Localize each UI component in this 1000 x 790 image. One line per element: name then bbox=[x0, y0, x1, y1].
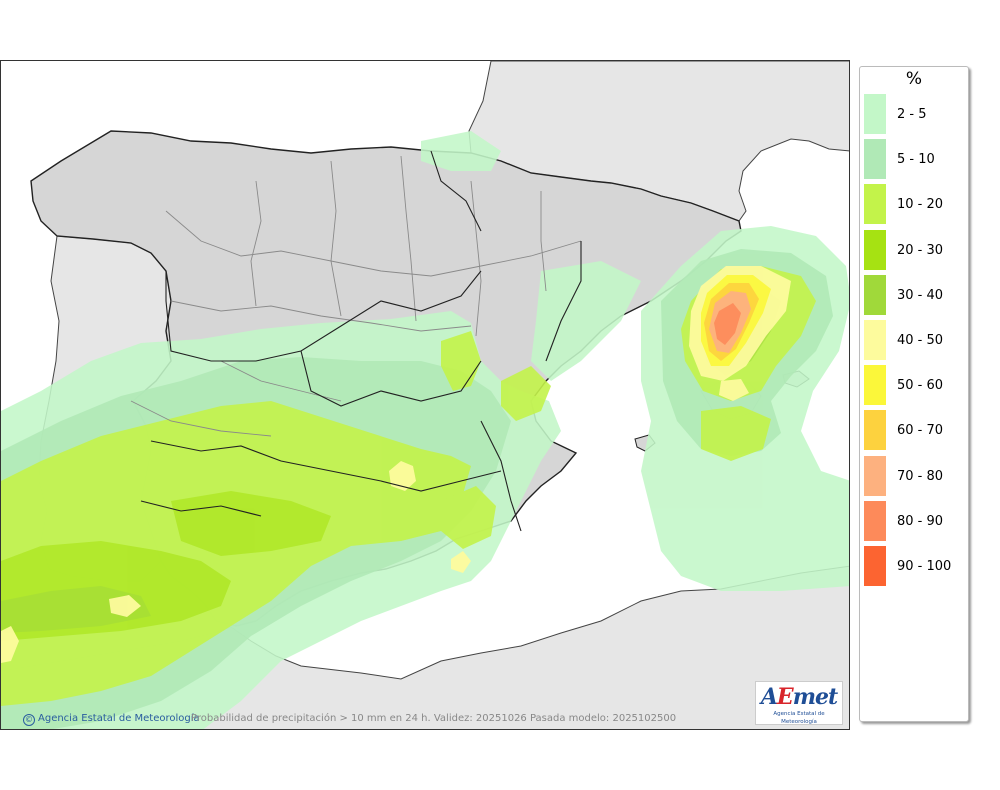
legend-swatch bbox=[864, 546, 886, 586]
legend-item: 20 - 30 bbox=[864, 229, 964, 272]
legend-label: 20 - 30 bbox=[897, 242, 944, 258]
legend-label: 60 - 70 bbox=[897, 423, 944, 439]
map-caption: Probabilidad de precipitación > 10 mm en… bbox=[191, 713, 677, 724]
legend-label: 80 - 90 bbox=[897, 513, 944, 529]
legend-label: 5 - 10 bbox=[897, 152, 935, 168]
community-boundaries bbox=[140, 150, 582, 532]
legend-item: 80 - 90 bbox=[864, 500, 964, 543]
region-boundaries bbox=[130, 155, 582, 437]
aemet-logo-subtitle: Agencia Estatal de Meteorología bbox=[773, 711, 825, 725]
legend-item: 30 - 40 bbox=[864, 274, 964, 317]
copyright-notice: © Agencia Estatal de Meteorología bbox=[23, 713, 200, 726]
legend-swatch bbox=[864, 320, 886, 360]
legend-item: 50 - 60 bbox=[864, 365, 964, 407]
legend-label: 40 - 50 bbox=[897, 333, 944, 348]
map-canvas bbox=[1, 61, 849, 729]
legend-label: 90 - 100 bbox=[897, 559, 952, 574]
legend-label: 2 - 5 bbox=[897, 107, 927, 122]
legend-label: 70 - 80 bbox=[897, 468, 944, 484]
precipitation-probability-map: © Agencia Estatal de Meteorología Probabi… bbox=[0, 60, 850, 730]
copyright-icon: © bbox=[23, 714, 35, 726]
legend-swatch bbox=[864, 410, 886, 451]
legend-swatch bbox=[864, 94, 886, 134]
aemet-logo: AEmet Agencia Estatal de Meteorología bbox=[755, 681, 843, 725]
legend-swatch bbox=[864, 229, 886, 270]
legend-swatch bbox=[864, 365, 886, 406]
legend-title: % bbox=[905, 69, 923, 89]
legend-item: 70 - 80 bbox=[864, 455, 964, 498]
legend-item: 60 - 70 bbox=[864, 410, 964, 452]
legend-label: 10 - 20 bbox=[897, 197, 944, 213]
legend-panel: % 2 - 5 5 - 10 10 - 20 20 - 30 30 - 40 40 - 5… bbox=[859, 66, 969, 722]
legend-label: 30 - 40 bbox=[897, 287, 944, 303]
legend-swatch bbox=[864, 184, 886, 225]
legend-label: 50 - 60 bbox=[897, 378, 944, 394]
legend-swatch bbox=[864, 139, 886, 180]
legend-item: 5 - 10 bbox=[864, 139, 964, 181]
legend-item: 2 - 5 bbox=[864, 94, 964, 136]
legend-item: 10 - 20 bbox=[864, 184, 964, 226]
legend-swatch bbox=[864, 455, 886, 496]
precip-80-90-areas bbox=[714, 303, 741, 345]
aemet-wordmark: AEmet bbox=[760, 684, 838, 710]
legend-swatch bbox=[864, 500, 886, 541]
legend-item: 90 - 100 bbox=[864, 546, 964, 588]
copyright-text: Agencia Estatal de Meteorología bbox=[38, 713, 200, 724]
legend-item: 40 - 50 bbox=[864, 320, 964, 362]
legend-swatch bbox=[864, 274, 886, 315]
